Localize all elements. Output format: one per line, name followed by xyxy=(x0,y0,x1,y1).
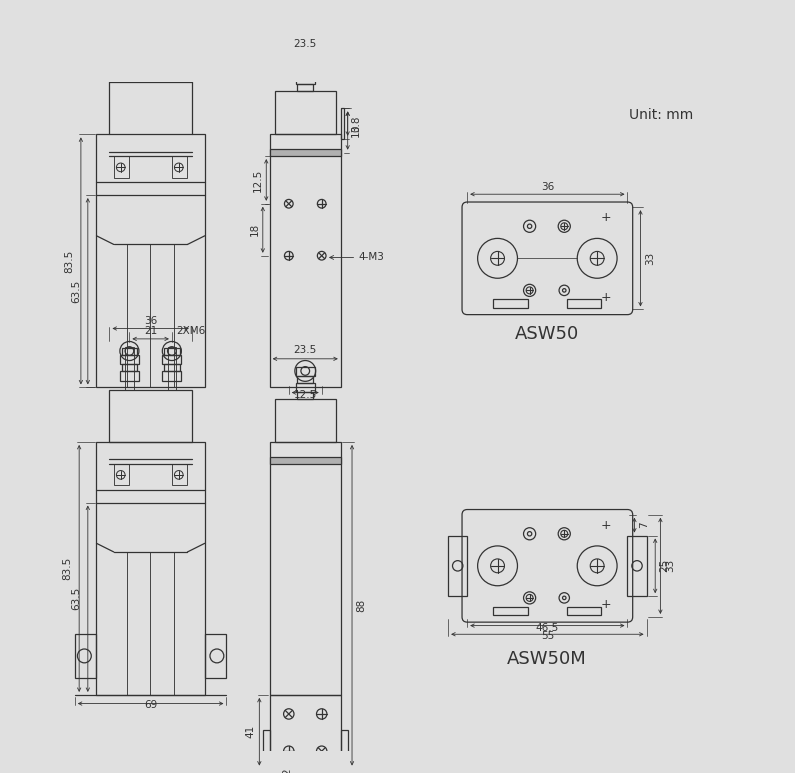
Bar xyxy=(448,536,467,596)
Bar xyxy=(96,135,205,387)
Bar xyxy=(296,367,315,376)
Text: 55: 55 xyxy=(541,632,554,641)
Text: 69: 69 xyxy=(144,700,157,710)
Bar xyxy=(297,376,313,383)
Bar xyxy=(493,607,528,615)
Bar xyxy=(162,371,181,381)
Bar xyxy=(270,149,341,156)
Bar xyxy=(275,399,335,442)
Text: 2XM6: 2XM6 xyxy=(176,0,205,1)
Bar xyxy=(96,442,205,695)
Bar xyxy=(493,299,528,308)
Text: 25: 25 xyxy=(660,559,669,573)
Text: 2: 2 xyxy=(282,768,292,773)
Text: 7: 7 xyxy=(638,522,649,529)
Bar xyxy=(263,730,270,755)
Text: +: + xyxy=(600,519,611,532)
Text: 23.5: 23.5 xyxy=(293,346,317,356)
Bar xyxy=(341,108,344,139)
Text: 33: 33 xyxy=(665,559,675,573)
Bar xyxy=(297,69,313,76)
Text: 2XM6: 2XM6 xyxy=(176,326,205,336)
Text: Unit: mm: Unit: mm xyxy=(629,107,693,121)
Bar xyxy=(297,392,313,399)
Text: 23.5: 23.5 xyxy=(293,39,317,49)
Text: 4-M3: 4-M3 xyxy=(358,253,384,263)
Bar xyxy=(567,299,602,308)
Text: 21: 21 xyxy=(144,326,157,336)
Bar xyxy=(297,84,313,91)
Bar xyxy=(120,371,139,381)
Bar xyxy=(120,30,139,39)
Bar xyxy=(164,39,180,46)
Text: 88: 88 xyxy=(356,598,366,612)
Text: 12.5: 12.5 xyxy=(293,390,317,400)
Bar xyxy=(270,135,341,387)
Bar xyxy=(296,383,315,392)
Bar xyxy=(627,536,646,596)
Text: +: + xyxy=(600,291,611,304)
Text: 36: 36 xyxy=(541,182,554,192)
Text: 13: 13 xyxy=(351,124,361,137)
Bar xyxy=(114,156,130,178)
Text: ASW50: ASW50 xyxy=(515,325,579,343)
Bar xyxy=(341,730,347,755)
Bar xyxy=(162,356,181,364)
Bar xyxy=(122,39,138,46)
Text: 36: 36 xyxy=(144,316,157,326)
Text: +: + xyxy=(600,598,611,611)
Bar xyxy=(75,635,96,678)
Bar xyxy=(164,364,180,371)
Bar xyxy=(168,346,176,390)
Bar xyxy=(114,464,130,485)
Bar xyxy=(120,46,139,56)
Text: 12.5: 12.5 xyxy=(253,169,263,192)
Text: 46.5: 46.5 xyxy=(536,622,559,632)
Bar xyxy=(125,346,134,390)
Bar xyxy=(567,607,602,615)
Bar xyxy=(162,30,181,39)
Bar xyxy=(270,695,341,768)
Bar xyxy=(120,356,139,364)
Bar xyxy=(162,46,181,56)
Text: 21: 21 xyxy=(144,0,157,1)
Bar xyxy=(125,39,134,83)
Bar xyxy=(122,23,138,30)
Bar xyxy=(205,635,227,678)
Text: ASW50M: ASW50M xyxy=(507,650,587,668)
Bar xyxy=(275,91,335,135)
Text: 63.5: 63.5 xyxy=(71,280,81,303)
Bar xyxy=(270,442,341,695)
Text: +: + xyxy=(600,211,611,224)
Bar xyxy=(296,60,315,69)
Bar xyxy=(270,457,341,464)
Text: 83.5: 83.5 xyxy=(64,250,74,273)
Bar xyxy=(122,364,138,371)
Bar xyxy=(172,156,188,178)
Text: 18: 18 xyxy=(250,223,259,237)
Text: 0.8: 0.8 xyxy=(351,115,361,132)
Bar xyxy=(168,39,176,83)
Text: 83.5: 83.5 xyxy=(62,557,72,580)
Text: 33: 33 xyxy=(645,252,655,265)
Bar xyxy=(172,464,188,485)
Bar xyxy=(122,349,138,356)
Bar xyxy=(296,76,315,84)
Text: 63.5: 63.5 xyxy=(71,587,81,611)
Bar xyxy=(164,349,180,356)
Text: 41: 41 xyxy=(246,725,256,738)
Bar xyxy=(110,390,192,442)
Bar xyxy=(164,23,180,30)
